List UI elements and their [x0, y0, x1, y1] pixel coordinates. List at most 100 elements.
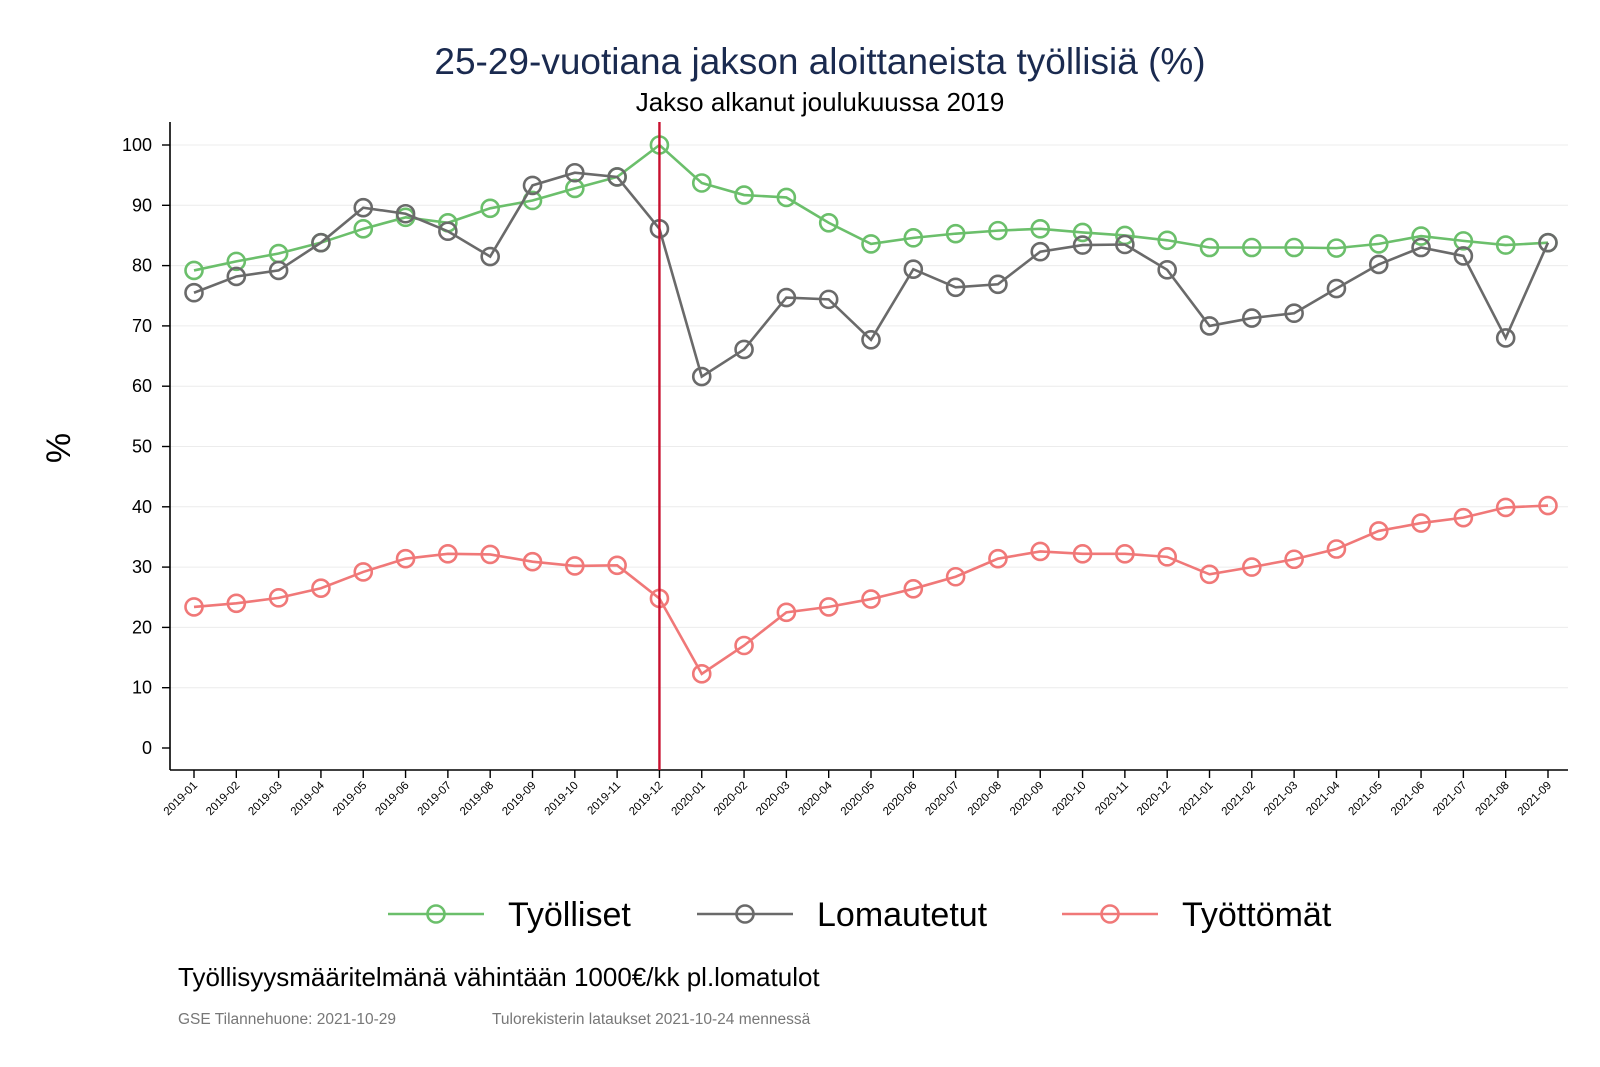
- legend: Työlliset Lomautetut Työttömät: [388, 896, 1332, 934]
- point-Työttömät-2019-05: [353, 562, 374, 582]
- point-Lomautetut-2019-10: [565, 162, 585, 183]
- x-tick-label-2020-11: 2020-11: [1093, 780, 1131, 818]
- point-Lomautetut-2021-03: [1284, 303, 1304, 324]
- point-Työlliset-2020-03: [776, 187, 797, 208]
- point-Lomautetut-2021-05: [1368, 254, 1389, 275]
- point-Työttömät-2020-05: [861, 589, 881, 609]
- point-Työlliset-2019-02: [226, 251, 247, 272]
- x-tick-label-2020-09: 2020-09: [1008, 780, 1046, 818]
- point-Lomautetut-2019-06: [395, 203, 416, 224]
- point-Lomautetut-2020-04: [818, 289, 839, 310]
- point-Lomautetut-2021-02: [1242, 308, 1262, 328]
- point-Työttömät-2019-06: [395, 548, 416, 569]
- point-Työttömät-2020-07: [945, 566, 966, 587]
- x-axis-ticks: 2019-01 2019-02 2019-03 2019-04 2019-05 2019-…: [162, 770, 1554, 818]
- x-tick-label-2019-09: 2019-09: [500, 780, 538, 818]
- legend-item-Työlliset: Työlliset: [388, 896, 631, 934]
- point-Lomautetut-2021-07: [1453, 246, 1474, 266]
- chart-subtitle: Jakso alkanut joulukuussa 2019: [636, 87, 1005, 117]
- point-Työlliset-2019-08: [480, 198, 500, 219]
- point-Työttömät-2019-01: [184, 597, 204, 617]
- point-Lomautetut-2020-08: [988, 274, 1008, 295]
- point-Työlliset-2020-01: [691, 173, 712, 193]
- y-tick-label-20: 20: [132, 617, 152, 637]
- point-Työttömät-2020-10: [1072, 544, 1093, 564]
- point-Työlliset-2020-04: [818, 212, 839, 233]
- legend-label-Lomautetut: Lomautetut: [817, 896, 988, 934]
- legend-item-Työttömät: Työttömät: [1062, 896, 1332, 934]
- point-Työttömät-2020-09: [1030, 541, 1051, 562]
- point-Työlliset-2021-02: [1242, 237, 1262, 258]
- x-tick-label-2019-04: 2019-04: [289, 779, 328, 818]
- y-tick-label-80: 80: [132, 256, 152, 276]
- x-tick-label-2019-08: 2019-08: [458, 780, 496, 818]
- point-Työttömät-2021-04: [1326, 539, 1347, 559]
- point-Lomautetut-2019-11: [607, 167, 627, 187]
- point-Työttömät-2019-02: [226, 593, 247, 614]
- y-axis-ticks: 0 10 20 30 40 50 60 70 80 90 100: [122, 135, 170, 758]
- point-Lomautetut-2019-05: [353, 197, 374, 218]
- x-tick-label-2019-02: 2019-02: [204, 780, 242, 818]
- y-tick-label-60: 60: [132, 376, 152, 396]
- legend-item-Lomautetut: Lomautetut: [697, 896, 988, 934]
- point-Lomautetut-2020-09: [1030, 241, 1051, 262]
- legend-label-Työlliset: Työlliset: [508, 896, 631, 934]
- point-Työlliset-2021-04: [1326, 238, 1347, 258]
- x-tick-label-2021-02: 2021-02: [1220, 780, 1258, 818]
- footer-source: GSE Tilannehuone: 2021-10-29: [178, 1011, 396, 1028]
- x-tick-label-2020-12: 2020-12: [1135, 780, 1173, 818]
- x-tick-label-2020-08: 2020-08: [966, 780, 1004, 818]
- point-Työttömät-2020-03: [776, 602, 797, 623]
- point-Lomautetut-2020-02: [734, 339, 754, 360]
- point-Työlliset-2020-06: [903, 228, 924, 248]
- legend-swatch-marker-Lomautetut: [735, 904, 755, 924]
- point-Lomautetut-2019-07: [438, 221, 458, 242]
- point-Lomautetut-2020-11: [1115, 234, 1135, 255]
- x-tick-label-2019-03: 2019-03: [246, 780, 284, 818]
- point-Työlliset-2020-08: [988, 220, 1008, 241]
- point-Työlliset-2019-01: [184, 260, 204, 281]
- legend-swatch-marker-Työlliset: [426, 904, 446, 924]
- series-Lomautetut: [184, 162, 1558, 387]
- y-tick-label-30: 30: [132, 557, 152, 577]
- x-tick-label-2020-07: 2020-07: [923, 780, 961, 818]
- x-tick-label-2020-05: 2020-05: [839, 780, 877, 818]
- point-Työlliset-2021-08: [1495, 235, 1516, 255]
- series-layer: [184, 135, 1558, 684]
- point-Työlliset-2020-12: [1157, 230, 1177, 251]
- footer-note: Työllisyysmääritelmänä vähintään 1000€/k…: [178, 962, 820, 992]
- point-Lomautetut-2020-07: [945, 277, 966, 298]
- point-Työttömät-2020-01: [691, 664, 712, 684]
- point-Lomautetut-2021-01: [1199, 316, 1220, 336]
- point-Työttömät-2021-09: [1538, 495, 1558, 516]
- point-Työttömät-2020-04: [818, 597, 839, 617]
- point-Lomautetut-2020-10: [1072, 235, 1093, 255]
- x-tick-label-2021-06: 2021-06: [1389, 780, 1427, 818]
- point-Lomautetut-2021-08: [1495, 328, 1516, 348]
- point-Työttömät-2019-11: [607, 555, 627, 576]
- x-tick-label-2021-05: 2021-05: [1347, 780, 1385, 818]
- y-tick-label-90: 90: [132, 195, 152, 215]
- point-Lomautetut-2019-01: [184, 282, 204, 303]
- point-Lomautetut-2020-05: [861, 329, 881, 350]
- point-Työttömät-2019-03: [268, 588, 289, 608]
- x-tick-label-2021-08: 2021-08: [1473, 780, 1511, 818]
- point-Työlliset-2021-03: [1284, 237, 1304, 258]
- x-tick-label-2019-12: 2019-12: [627, 780, 665, 818]
- x-tick-label-2019-10: 2019-10: [543, 780, 581, 818]
- footer-source-2: Tulorekisterin lataukset 2021-10-24 menn…: [492, 1011, 811, 1028]
- point-Työlliset-2019-10: [565, 178, 585, 199]
- y-tick-label-0: 0: [142, 738, 152, 758]
- x-tick-label-2019-05: 2019-05: [331, 780, 369, 818]
- x-tick-label-2021-01: 2021-01: [1177, 780, 1215, 818]
- point-Lomautetut-2021-04: [1326, 278, 1347, 299]
- point-Työttömät-2020-11: [1115, 544, 1135, 564]
- point-Työttömät-2021-07: [1453, 507, 1474, 528]
- x-tick-label-2020-01: 2020-01: [670, 780, 708, 818]
- point-Työlliset-2019-05: [353, 219, 374, 239]
- x-tick-label-2021-07: 2021-07: [1431, 780, 1469, 818]
- point-Työttömät-2021-08: [1495, 497, 1516, 518]
- x-tick-label-2020-04: 2020-04: [796, 779, 835, 818]
- point-Työlliset-2021-05: [1368, 234, 1389, 254]
